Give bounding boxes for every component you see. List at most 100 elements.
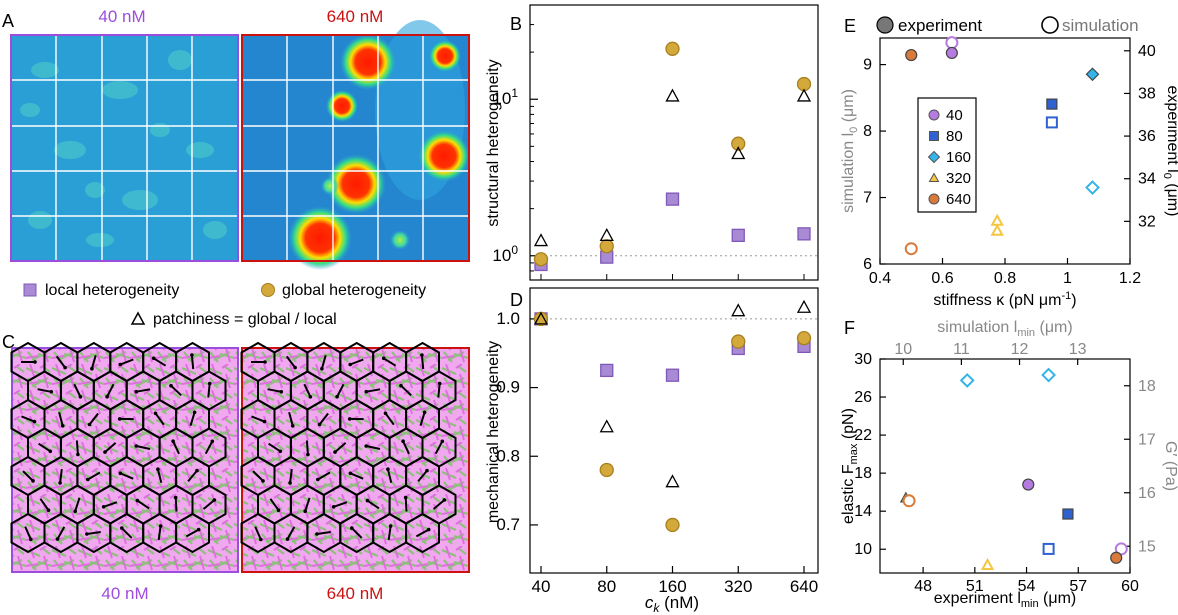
- x-tick-label: 1: [1063, 270, 1072, 287]
- point-patchiness: [796, 88, 812, 102]
- arrow-head: [73, 509, 77, 513]
- arrow-head: [317, 422, 322, 427]
- arrow-head: [135, 498, 140, 503]
- panel-f-x2label-unit: (μm): [1035, 319, 1073, 336]
- arrow-head: [263, 360, 267, 364]
- panel-e-ylabel-right-unit: (μm): [1164, 179, 1178, 217]
- arrow-head: [335, 394, 339, 399]
- orientation-arrow: [59, 468, 63, 484]
- arrow-head: [76, 452, 80, 457]
- arrow-head: [29, 537, 33, 542]
- arrow-head: [422, 410, 427, 415]
- network-image-40nm: [11, 347, 239, 573]
- panel-f-ylabel-left-sub: max: [848, 443, 860, 464]
- y-tick-label: 30: [854, 351, 872, 368]
- arrow-head: [425, 468, 429, 473]
- point-global: [731, 136, 746, 151]
- x-tick-label: 640: [790, 577, 818, 596]
- arrow-head: [32, 419, 37, 424]
- simulation-point-320: [980, 557, 995, 570]
- panel-e-letter: E: [844, 16, 856, 36]
- panel-b-frame: [529, 4, 819, 281]
- x2-tick-label: 12: [1011, 341, 1029, 358]
- arrow-head: [348, 362, 353, 367]
- panel-a-left-title: 40 nM: [98, 7, 145, 26]
- simulation-point-40: [945, 36, 959, 50]
- experiment-point-160: [1085, 67, 1100, 82]
- y2-tick-label: 18: [1138, 378, 1156, 395]
- panel-f-ylabel-left: elastic Fmax (pN): [840, 408, 860, 524]
- orientation-arrow: [437, 383, 441, 398]
- arrow-head: [118, 471, 123, 476]
- orientation-arrow: [73, 383, 82, 398]
- y-tick-label: 101: [492, 86, 518, 108]
- point-global: [599, 239, 614, 254]
- orientation-arrow: [106, 383, 115, 398]
- experiment-point-40: [945, 46, 958, 60]
- legend-marker-640: [928, 193, 940, 205]
- panel-d-marks: 0.7 0.8 0.9 1.0 40 80 160 320 640: [496, 299, 818, 596]
- confocal-image-640nm: [241, 20, 470, 270]
- x-tick-label: 80: [597, 577, 616, 596]
- arrow-head: [316, 477, 320, 482]
- legend-marker-160: [927, 150, 941, 164]
- arrow-head: [285, 537, 290, 541]
- orientation-arrow: [303, 383, 312, 398]
- orientation-arrow: [153, 357, 167, 367]
- orientation-arrow: [174, 497, 178, 512]
- y-tick-label: 14: [854, 503, 872, 520]
- arrow-head: [190, 353, 194, 357]
- orientation-arrow: [420, 354, 425, 370]
- y-tick-label: 0.7: [496, 515, 520, 534]
- orientation-arrow: [190, 354, 195, 370]
- orientation-arrow: [90, 355, 97, 369]
- panel-f-ylabel-left-main: elastic F: [840, 464, 857, 524]
- orientation-arrow: [400, 384, 412, 397]
- legend-experiment-label: experiment: [898, 16, 982, 35]
- point-global: [599, 462, 614, 478]
- legend-simulation-label: simulation: [1062, 16, 1139, 35]
- y-tick-label: 18: [854, 465, 872, 482]
- simulation-point-160: [959, 372, 975, 388]
- arrow-head: [87, 422, 92, 427]
- point-local: [665, 368, 680, 382]
- arrow-head: [401, 439, 405, 444]
- y2-tick-label: 17: [1138, 431, 1156, 448]
- arrow-head: [85, 532, 89, 536]
- arrow-head: [158, 524, 163, 528]
- orientation-arrow: [404, 497, 408, 512]
- legend-local-label: local heterogeneity: [45, 282, 179, 299]
- orientation-arrow: [136, 499, 150, 510]
- arrow-head: [315, 532, 319, 536]
- orientation-arrow: [387, 525, 392, 541]
- panel-d-letter: D: [510, 290, 523, 310]
- point-patchiness: [599, 419, 614, 433]
- arrow-head: [383, 411, 388, 416]
- x-tick-label: 0.6: [931, 270, 953, 287]
- x-tick-label: 1.2: [1119, 270, 1141, 287]
- panel-e: E experiment simulation simulation l0 (μ…: [840, 16, 1178, 309]
- orientation-arrow: [172, 440, 180, 455]
- panel-f-letter: F: [844, 318, 855, 338]
- arrow-head: [308, 395, 313, 399]
- orientation-arrow: [252, 470, 264, 482]
- arrow-head: [173, 495, 178, 500]
- orientation-arrow: [22, 470, 34, 482]
- panel-a-letter: A: [2, 11, 14, 31]
- x-tick-label: 0.4: [869, 270, 891, 287]
- arrow-head: [399, 383, 403, 388]
- orientation-arrow: [56, 526, 66, 540]
- panel-e-xlabel: stiffness κ (pN μm-1): [933, 290, 1076, 309]
- orientation-arrow: [204, 440, 214, 455]
- arrow-head: [195, 468, 199, 473]
- panel-c: C 40 nM 640 nM: [2, 332, 470, 603]
- y-tick-label: 0.9: [496, 378, 520, 397]
- arrow-head: [46, 508, 51, 512]
- arrow-head: [320, 366, 324, 371]
- orientation-arrow: [366, 388, 381, 393]
- arrow-head: [288, 481, 292, 485]
- legend-patchiness-label: patchiness = global / local: [153, 311, 337, 328]
- x-tick-label: 54: [1018, 578, 1036, 595]
- panel-f-xlabel-sub: min: [1021, 598, 1039, 610]
